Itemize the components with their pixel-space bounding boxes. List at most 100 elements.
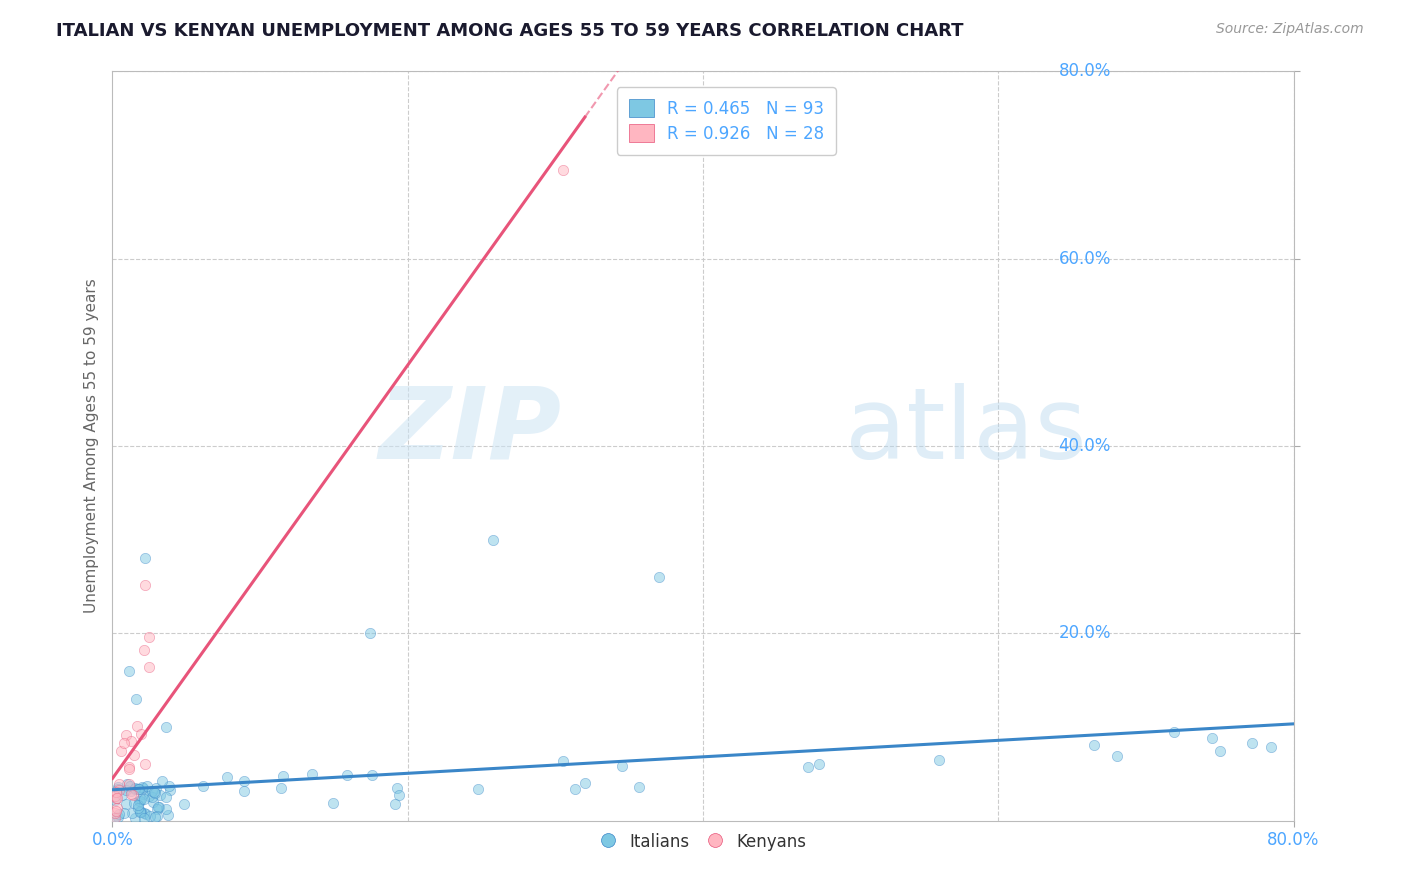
Point — [103, 811, 125, 825]
Point — [134, 578, 156, 592]
Point — [124, 796, 146, 810]
Point — [120, 784, 142, 798]
Point — [387, 781, 409, 796]
Point — [1107, 749, 1129, 764]
Point — [129, 805, 152, 820]
Text: Source: ZipAtlas.com: Source: ZipAtlas.com — [1216, 22, 1364, 37]
Point — [125, 692, 148, 706]
Point — [115, 797, 138, 811]
Point — [359, 626, 381, 640]
Point — [384, 797, 406, 811]
Point — [336, 767, 359, 781]
Point — [134, 551, 156, 566]
Point — [797, 760, 820, 774]
Point — [107, 780, 129, 795]
Point — [107, 810, 129, 824]
Point — [124, 782, 146, 797]
Point — [135, 806, 157, 821]
Point — [1260, 739, 1282, 754]
Point — [127, 798, 149, 813]
Legend: Italians, Kenyans: Italians, Kenyans — [593, 826, 813, 857]
Point — [134, 756, 156, 771]
Point — [149, 789, 172, 803]
Point — [135, 779, 157, 793]
Point — [108, 807, 131, 822]
Point — [322, 796, 344, 810]
Point — [142, 795, 165, 809]
Point — [1201, 731, 1223, 745]
Point — [148, 800, 170, 814]
Point — [104, 804, 127, 818]
Point — [148, 800, 170, 814]
Point — [574, 776, 596, 790]
Point — [118, 664, 141, 678]
Point — [141, 784, 163, 798]
Point — [134, 642, 156, 657]
Point — [233, 784, 256, 798]
Point — [1163, 725, 1185, 739]
Point — [112, 806, 135, 821]
Point — [155, 720, 177, 734]
Point — [112, 736, 135, 750]
Point — [127, 781, 149, 796]
Point — [115, 777, 138, 791]
Point — [120, 787, 142, 801]
Point — [129, 727, 152, 741]
Point — [105, 791, 128, 805]
Point — [122, 747, 145, 762]
Point — [129, 805, 152, 819]
Point — [159, 783, 181, 797]
Point — [114, 728, 136, 742]
Point — [103, 789, 125, 804]
Point — [132, 806, 155, 821]
Point — [138, 630, 160, 644]
Point — [124, 811, 146, 825]
Point — [564, 782, 586, 797]
Point — [122, 788, 145, 802]
Point — [270, 780, 292, 795]
Point — [124, 780, 146, 795]
Point — [105, 801, 128, 815]
Point — [104, 793, 127, 807]
Point — [1209, 744, 1232, 758]
Point — [628, 780, 651, 795]
Point — [105, 785, 128, 799]
Point — [482, 533, 505, 547]
Text: ZIP: ZIP — [378, 383, 561, 480]
Point — [134, 792, 156, 806]
Point — [233, 773, 256, 788]
Point — [928, 753, 950, 767]
Point — [128, 794, 150, 808]
Point — [107, 782, 129, 797]
Point — [108, 776, 131, 790]
Text: 40.0%: 40.0% — [1059, 437, 1111, 455]
Point — [145, 809, 167, 823]
Point — [127, 801, 149, 815]
Point — [173, 797, 195, 811]
Point — [1240, 736, 1263, 750]
Point — [143, 810, 166, 824]
Point — [141, 789, 163, 804]
Text: ITALIAN VS KENYAN UNEMPLOYMENT AMONG AGES 55 TO 59 YEARS CORRELATION CHART: ITALIAN VS KENYAN UNEMPLOYMENT AMONG AGE… — [56, 22, 963, 40]
Point — [118, 762, 141, 776]
Point — [104, 811, 127, 825]
Point — [110, 743, 132, 757]
Text: 20.0%: 20.0% — [1059, 624, 1111, 642]
Point — [131, 792, 153, 806]
Point — [155, 801, 177, 815]
Point — [1083, 738, 1105, 752]
Point — [120, 733, 142, 747]
Text: 80.0%: 80.0% — [1059, 62, 1111, 80]
Point — [808, 757, 831, 772]
Point — [191, 780, 214, 794]
Point — [111, 789, 134, 803]
Point — [551, 754, 574, 768]
Point — [156, 808, 179, 822]
Point — [467, 782, 489, 797]
Point — [129, 795, 152, 809]
Point — [132, 811, 155, 825]
Point — [129, 805, 152, 820]
Point — [108, 782, 131, 797]
Point — [118, 779, 141, 793]
Point — [139, 809, 162, 823]
